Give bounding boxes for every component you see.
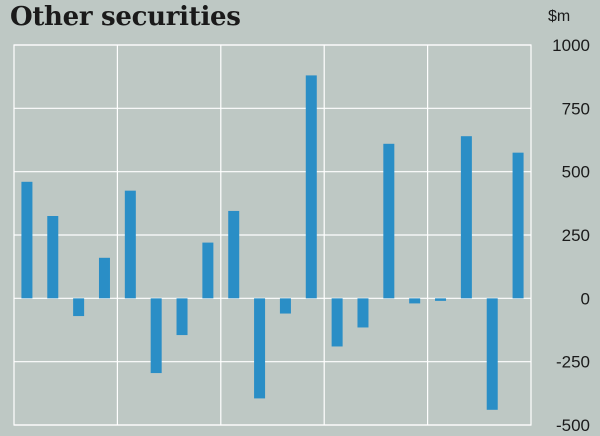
bar [228,210,240,299]
y-axis-ticks: 1000 750 500 250 0 -250 -500 [552,36,590,435]
y-tick-label: 1000 [552,36,590,55]
bar [486,298,498,410]
bar [331,298,343,347]
bar [124,190,136,299]
grid [13,44,532,426]
bar [279,298,291,314]
bar [435,298,447,301]
bar [305,75,317,299]
y-tick-label: -250 [556,353,590,372]
y-tick-label: 0 [581,289,590,308]
bar [460,136,472,299]
bar [409,298,421,304]
y-tick-label: -500 [556,416,590,435]
bar [73,298,85,317]
y-tick-label: 750 [562,99,590,118]
bar [383,143,395,299]
bar [254,298,266,399]
bars [21,75,524,410]
bar [47,216,59,299]
bar [98,257,110,299]
y-tick-label: 500 [562,163,590,182]
y-tick-label: 250 [562,226,590,245]
bar [21,181,33,299]
bar [357,298,369,328]
y-axis-unit: $m [548,8,571,25]
bar [150,298,162,374]
bar [202,242,214,299]
bar [176,298,188,336]
bar [512,152,524,299]
chart-title: Other securities [10,2,241,32]
